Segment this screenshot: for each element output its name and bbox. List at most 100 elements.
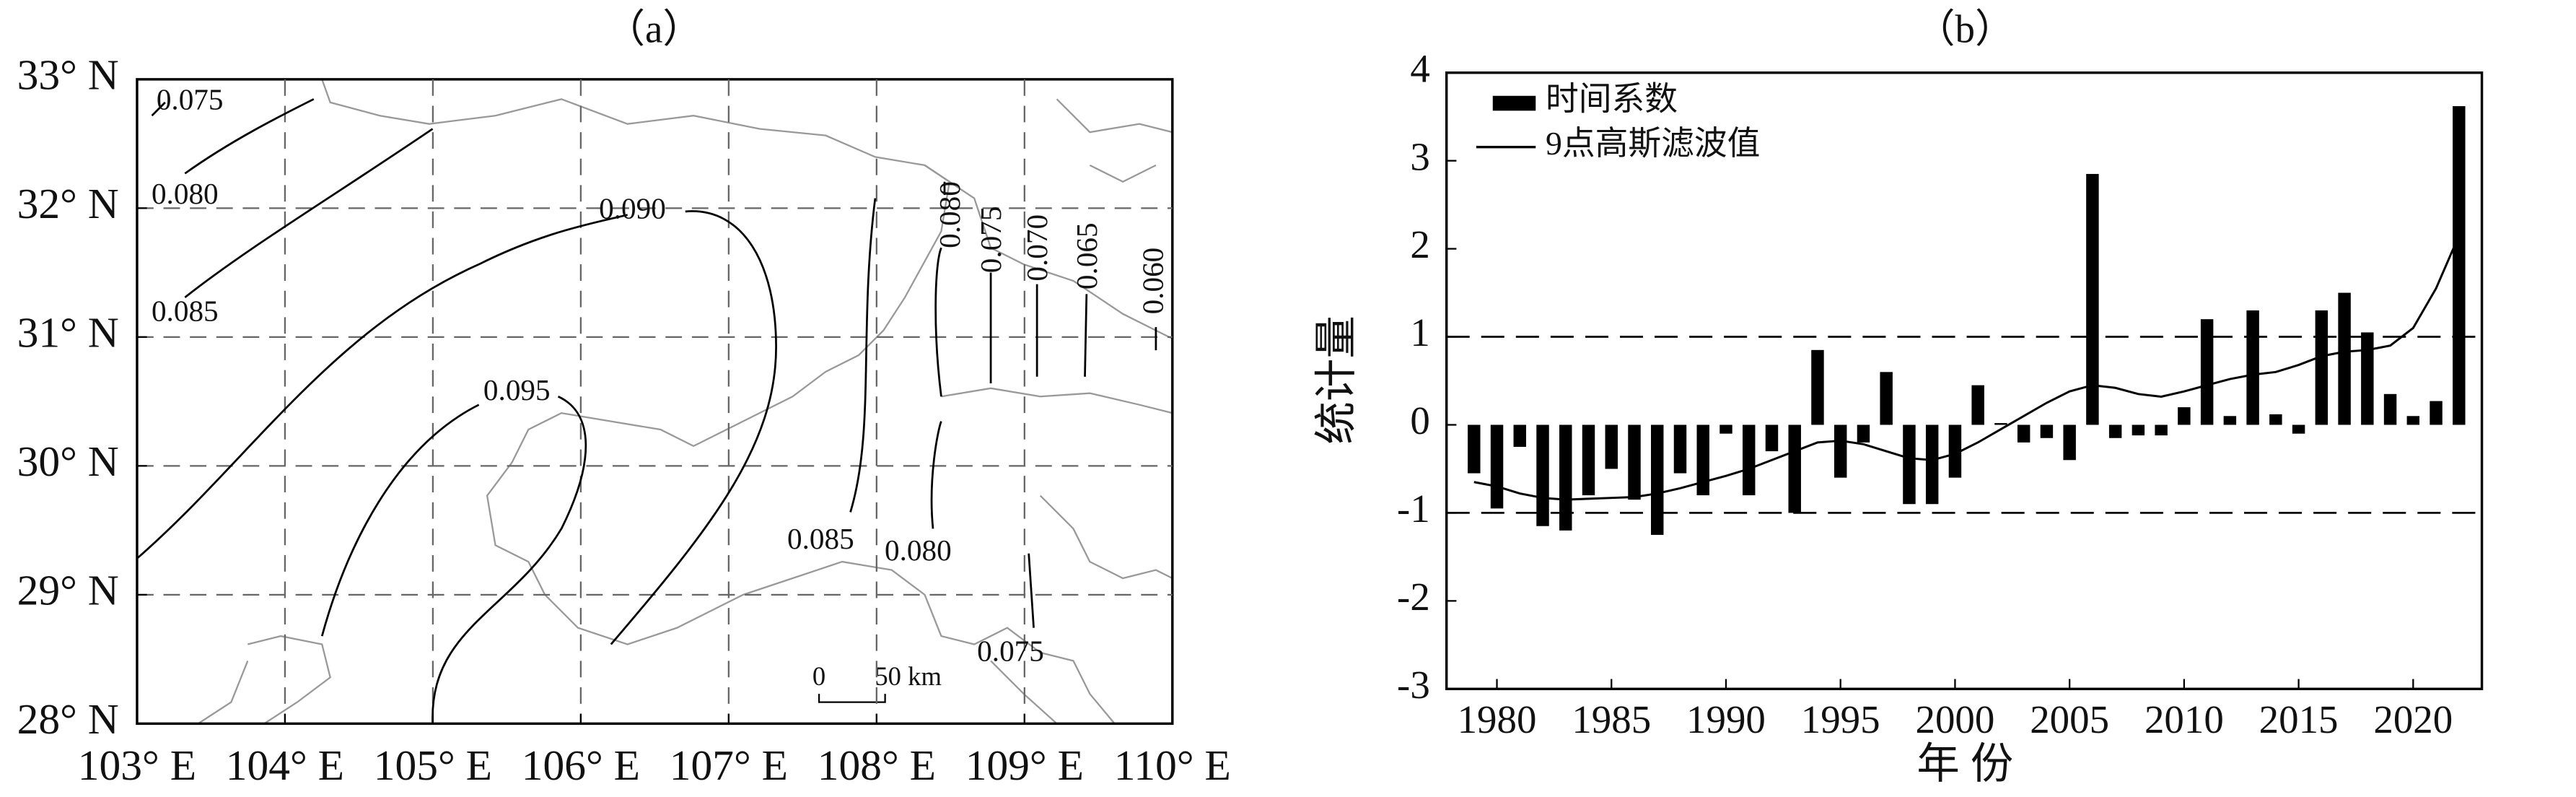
y-tick-label: 2 bbox=[1410, 222, 1429, 266]
y-tick-label: 31° N bbox=[17, 309, 119, 357]
y-tick-label: 30° N bbox=[17, 437, 119, 485]
scale-bar bbox=[818, 694, 886, 703]
bar bbox=[1696, 424, 1709, 496]
bar bbox=[2453, 106, 2466, 425]
bar bbox=[1925, 424, 1939, 505]
y-axis-label: 统计量 bbox=[1313, 315, 1360, 444]
contour-label: 0.085 bbox=[152, 294, 219, 327]
contour-label: 0.075 bbox=[157, 82, 224, 116]
map-borders bbox=[197, 79, 1173, 725]
bar bbox=[1536, 424, 1549, 526]
bar bbox=[2040, 424, 2054, 438]
x-tick-label: 1980 bbox=[1458, 697, 1537, 741]
bar bbox=[1559, 424, 1572, 531]
bar bbox=[1742, 424, 1756, 496]
y-tick-label: 0 bbox=[1410, 398, 1429, 443]
bar bbox=[1811, 349, 1824, 425]
bar bbox=[2086, 173, 2099, 425]
contour-label: 0.060 bbox=[1136, 248, 1169, 315]
bar bbox=[2430, 401, 2443, 425]
contour-line bbox=[320, 396, 587, 724]
bar bbox=[2406, 416, 2420, 425]
bar bbox=[2132, 424, 2145, 436]
line bbox=[1473, 235, 2461, 501]
contour-line bbox=[1028, 553, 1035, 628]
y-tick-label: -1 bbox=[1397, 487, 1430, 531]
contour-line bbox=[1084, 294, 1088, 377]
contour-label: 0.080 bbox=[885, 533, 952, 567]
bar bbox=[2338, 292, 2351, 425]
contour-line bbox=[136, 210, 777, 645]
plot-frame bbox=[1445, 71, 2484, 691]
bar bbox=[1948, 424, 1962, 478]
bar bbox=[1468, 424, 1481, 474]
x-tick-label: 2015 bbox=[2259, 697, 2339, 741]
bar bbox=[1673, 424, 1687, 474]
x-tick-label: 1990 bbox=[1686, 697, 1766, 741]
x-tick-label: 108° E bbox=[818, 741, 936, 789]
y-tick-label: 3 bbox=[1410, 134, 1429, 178]
contour-label: 0.085 bbox=[787, 522, 854, 555]
y-tick-label: 33° N bbox=[17, 51, 119, 99]
y-tick-label: -3 bbox=[1397, 663, 1430, 707]
bar bbox=[1880, 372, 1893, 425]
bar bbox=[1628, 424, 1641, 500]
y-tick-label: 4 bbox=[1410, 46, 1429, 90]
y-tick-label: 28° N bbox=[17, 695, 119, 743]
x-tick-label: 2020 bbox=[2373, 697, 2453, 741]
bar bbox=[1513, 424, 1527, 447]
y-tick-label: 1 bbox=[1410, 310, 1429, 354]
contour-label: 0.080 bbox=[933, 181, 966, 248]
bar bbox=[2292, 424, 2305, 434]
x-tick-label: 1985 bbox=[1572, 697, 1651, 741]
bar bbox=[1582, 424, 1595, 496]
bar bbox=[2246, 310, 2259, 425]
x-tick-label: 103° E bbox=[78, 741, 196, 789]
bar bbox=[1834, 424, 1847, 478]
contour-line bbox=[930, 247, 942, 529]
x-tick-label: 107° E bbox=[670, 741, 788, 789]
bar bbox=[1994, 423, 2007, 425]
scale-label: 50 km bbox=[875, 661, 942, 691]
bar bbox=[1651, 424, 1664, 535]
contour-label: 0.070 bbox=[1020, 214, 1053, 282]
y-tick-label: 32° N bbox=[17, 180, 119, 227]
y-tick-label: -2 bbox=[1397, 575, 1430, 619]
bar bbox=[2383, 393, 2397, 425]
bar bbox=[2269, 414, 2282, 425]
bar bbox=[2223, 416, 2237, 425]
contour-label: 0.095 bbox=[483, 373, 551, 406]
y-tick-label: 29° N bbox=[17, 567, 119, 614]
bar bbox=[2063, 424, 2076, 461]
bar bbox=[2017, 424, 2030, 443]
legend-label: 时间系数 bbox=[1546, 80, 1678, 117]
bar bbox=[2108, 424, 2122, 438]
x-tick-label: 2005 bbox=[2030, 697, 2109, 741]
bar bbox=[1971, 385, 1984, 425]
x-tick-label: 2010 bbox=[2145, 697, 2224, 741]
bar bbox=[1490, 424, 1504, 509]
bar bbox=[1765, 424, 1779, 452]
scale-label: 0 bbox=[812, 661, 825, 691]
bar bbox=[2361, 332, 2374, 425]
legend-label: 9点高斯滤波值 bbox=[1546, 125, 1760, 162]
legend-swatch bbox=[1492, 95, 1536, 111]
bar bbox=[1719, 424, 1732, 434]
x-tick-label: 1995 bbox=[1801, 697, 1880, 741]
contour-line bbox=[184, 98, 315, 175]
bar bbox=[2315, 310, 2329, 425]
panel-title: （a） bbox=[605, 6, 702, 51]
x-tick-label: 110° E bbox=[1114, 741, 1231, 789]
contour-label: 0.065 bbox=[1070, 222, 1103, 289]
x-tick-label: 109° E bbox=[965, 741, 1084, 789]
bar bbox=[2155, 424, 2168, 436]
x-tick-label: 2000 bbox=[1916, 697, 1995, 741]
map-frame bbox=[136, 78, 1174, 726]
x-tick-label: 104° E bbox=[226, 741, 344, 789]
bar bbox=[2178, 407, 2191, 425]
contour-label: 0.080 bbox=[152, 177, 219, 210]
bar bbox=[1903, 424, 1916, 505]
x-axis-label: 年 份 bbox=[1916, 740, 2013, 788]
contour-line bbox=[849, 198, 877, 513]
